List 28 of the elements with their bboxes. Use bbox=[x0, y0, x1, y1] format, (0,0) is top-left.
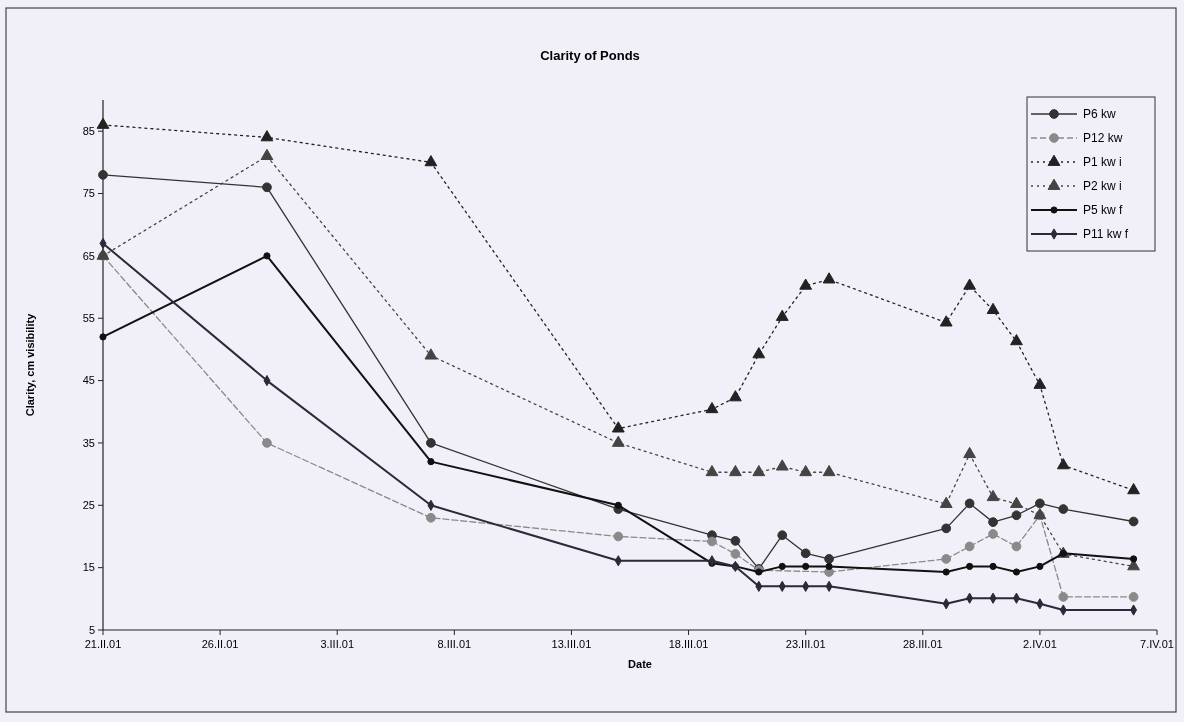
x-tick-label: 18.III.01 bbox=[668, 638, 709, 650]
y-axis-title: Clarity, cm visibility bbox=[24, 312, 36, 417]
x-tick-label: 21.II.01 bbox=[84, 638, 122, 650]
y-tick-label: 55 bbox=[82, 312, 95, 325]
x-tick-label: 13.III.01 bbox=[551, 638, 592, 650]
legend-label: P5 kw f bbox=[1083, 203, 1124, 218]
x-tick-label: 28.III.01 bbox=[902, 638, 943, 650]
y-tick-label: 15 bbox=[82, 561, 95, 574]
chart-title: Clarity of Ponds bbox=[540, 48, 640, 63]
y-tick-label: 5 bbox=[88, 623, 95, 636]
legend-label: P12 kw bbox=[1083, 131, 1123, 146]
legend-label: P6 kw bbox=[1083, 107, 1117, 122]
x-tick-label: 3.III.01 bbox=[320, 638, 355, 650]
y-tick-label: 75 bbox=[82, 187, 95, 200]
y-tick-label: 65 bbox=[82, 249, 95, 262]
y-tick-label: 85 bbox=[82, 125, 95, 138]
legend-label: P11 kw f bbox=[1083, 227, 1129, 242]
legend-label: P1 kw i bbox=[1083, 155, 1122, 170]
y-tick-label: 25 bbox=[82, 499, 95, 512]
y-tick-label: 35 bbox=[82, 436, 95, 449]
x-axis-title: Date bbox=[628, 658, 652, 670]
x-tick-label: 2.IV.01 bbox=[1022, 638, 1057, 650]
x-tick-label: 8.III.01 bbox=[437, 638, 472, 650]
x-tick-label: 7.IV.01 bbox=[1140, 638, 1174, 650]
x-tick-label: 26.II.01 bbox=[201, 638, 239, 650]
x-tick-label: 23.III.01 bbox=[785, 638, 826, 650]
legend-label: P2 kw i bbox=[1083, 179, 1122, 194]
y-tick-label: 45 bbox=[82, 374, 95, 387]
